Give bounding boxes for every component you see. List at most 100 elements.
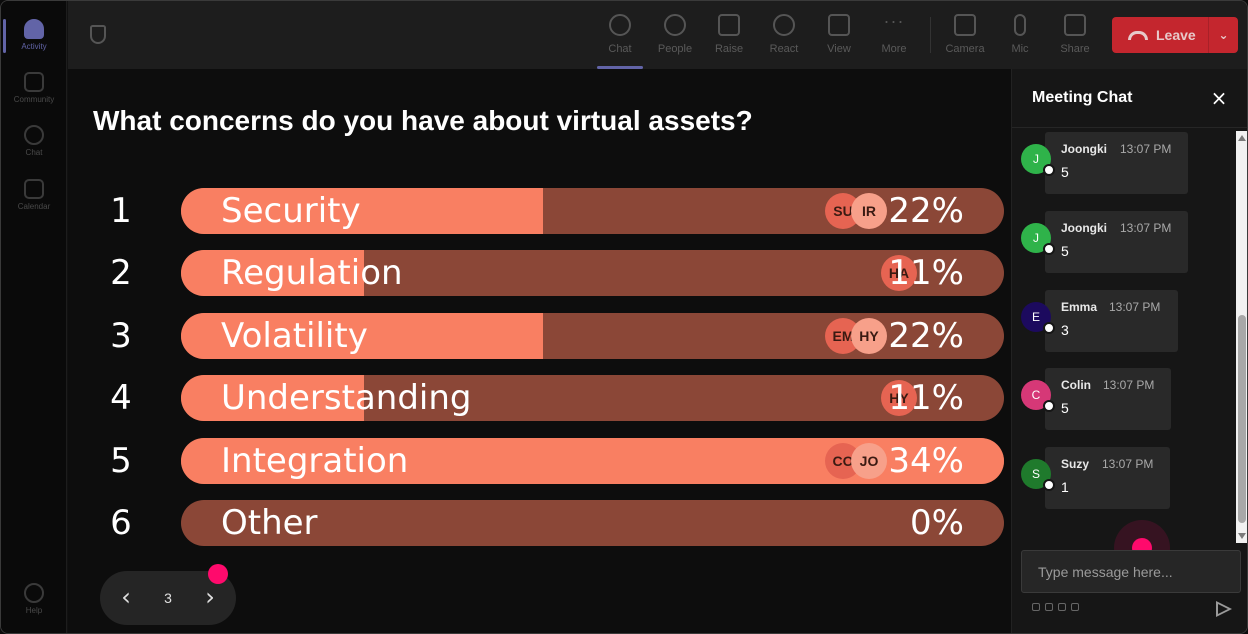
message-bubble[interactable]: Emma 13:07 PM 3 — [1045, 290, 1178, 352]
scroll-down-arrow-icon[interactable] — [1238, 533, 1246, 539]
poll-option-number: 6 — [110, 503, 132, 543]
rail-item-chat[interactable]: Chat — [1, 117, 67, 165]
more-button[interactable]: ··· More — [867, 9, 921, 63]
message-bubble[interactable]: Joongki 13:07 PM 5 — [1045, 211, 1188, 273]
raise-hand-button[interactable]: Raise — [702, 9, 756, 63]
app-rail: Activity Community Chat Calendar Help — [1, 1, 67, 633]
sender-name: Joongki — [1061, 142, 1108, 156]
message-timestamp: 13:07 PM — [1102, 457, 1154, 471]
chat-button-label: Chat — [608, 43, 632, 55]
emoji-icon[interactable] — [1058, 603, 1066, 611]
shield-icon[interactable] — [90, 25, 106, 44]
poll-bar-track: Regulation HA 11% — [181, 250, 1004, 296]
poll-option-label: Security — [221, 191, 361, 231]
attach-icon[interactable] — [1045, 603, 1053, 611]
poll-option-number: 3 — [110, 316, 132, 356]
poll-option-percent: 11% — [888, 378, 964, 418]
chat-message: Joongki 13:07 PM 5 J — [1020, 132, 1190, 196]
raise-button-label: Raise — [714, 43, 744, 55]
sender-name: Emma — [1061, 300, 1098, 314]
react-button[interactable]: React — [757, 9, 811, 63]
presence-status-icon — [1043, 164, 1055, 176]
mic-button[interactable]: Mic — [993, 9, 1047, 63]
poll-option-number: 1 — [110, 191, 132, 231]
poll-option-row: 3 Volatility EM HY 22% — [68, 313, 1011, 359]
poll-option-row: 6 Other 0% — [68, 500, 1011, 546]
presence-status-icon — [1043, 243, 1055, 255]
poll-option-percent: 34% — [888, 441, 964, 481]
view-button-label: View — [827, 43, 851, 55]
people-button[interactable]: People — [648, 9, 702, 63]
leave-button[interactable]: Leave ⌄ — [1112, 17, 1238, 53]
presence-status-icon — [1043, 400, 1055, 412]
poll-option-percent: 0% — [910, 503, 964, 543]
hand-icon — [718, 14, 740, 36]
chat-message: Joongki 13:07 PM 5 J — [1020, 211, 1190, 275]
chat-icon — [24, 125, 44, 145]
more-button-label: More — [881, 43, 907, 55]
message-bubble[interactable]: Suzy 13:07 PM 1 — [1045, 447, 1170, 509]
sender-name: Joongki — [1061, 221, 1108, 235]
poll-option-label: Regulation — [221, 253, 403, 293]
poll-bar-track: Other 0% — [181, 500, 1004, 546]
next-page-button[interactable]: › — [205, 583, 215, 611]
rail-item-help[interactable]: Help — [1, 575, 67, 623]
message-timestamp: 13:07 PM — [1103, 378, 1155, 392]
phone-hangup-icon — [1128, 30, 1148, 40]
scroll-up-arrow-icon[interactable] — [1238, 135, 1246, 141]
message-text: 5 — [1061, 243, 1069, 259]
chat-button[interactable]: Chat — [593, 9, 647, 69]
poll-question: What concerns do you have about virtual … — [93, 105, 753, 136]
chat-scrollbar[interactable] — [1236, 131, 1247, 543]
view-button[interactable]: View — [812, 9, 866, 63]
presence-status-icon — [1043, 322, 1055, 334]
poll-option-row: 5 Integration CO JO 34% — [68, 438, 1011, 484]
poll-option-label: Other — [221, 503, 318, 543]
share-button[interactable]: Share — [1048, 9, 1102, 63]
toolbar-divider — [930, 17, 931, 53]
poll-bar-fill — [181, 375, 364, 421]
prev-page-button[interactable]: ‹ — [121, 583, 131, 611]
presence-status-icon — [1043, 479, 1055, 491]
scrollbar-thumb[interactable] — [1238, 315, 1246, 523]
send-icon[interactable] — [1216, 601, 1232, 617]
message-text: 5 — [1061, 164, 1069, 180]
people-icon — [664, 14, 686, 36]
voter-avatar: HA — [881, 255, 917, 291]
poll-bar-fill — [181, 250, 364, 296]
poll-bar-track: Integration CO JO 34% — [181, 438, 1004, 484]
message-bubble[interactable]: Colin 13:07 PM 5 — [1045, 368, 1171, 430]
chevron-down-icon[interactable]: ⌄ — [1208, 17, 1238, 53]
message-input[interactable] — [1022, 551, 1240, 592]
poll-option-percent: 22% — [888, 316, 964, 356]
message-text: 1 — [1061, 479, 1069, 495]
close-icon[interactable]: × — [1210, 86, 1228, 110]
message-bubble[interactable]: Joongki 13:07 PM 5 — [1045, 132, 1188, 194]
poll-option-row: 4 Understanding HY 11% — [68, 375, 1011, 421]
voter-avatar: HY — [851, 318, 887, 354]
meeting-toolbar: Chat People Raise React View ··· More Ca… — [68, 1, 1247, 69]
message-compose-box[interactable] — [1021, 550, 1241, 593]
avatar[interactable]: J — [1021, 223, 1051, 253]
calendar-icon — [24, 179, 44, 199]
people-button-label: People — [657, 43, 693, 55]
rail-item-activity[interactable]: Activity — [1, 11, 67, 59]
voter-avatar: HY — [881, 380, 917, 416]
rail-item-community[interactable]: Community — [1, 64, 67, 112]
camera-button-label: Camera — [945, 43, 985, 55]
poll-option-percent: 11% — [888, 253, 964, 293]
poll-bar-fill — [181, 313, 543, 359]
poll-option-row: 2 Regulation HA 11% — [68, 250, 1011, 296]
gif-icon[interactable] — [1071, 603, 1079, 611]
share-button-label: Share — [1060, 43, 1090, 55]
compose-tools — [1032, 603, 1079, 611]
camera-button[interactable]: Camera — [938, 9, 992, 63]
share-screen-icon — [1064, 14, 1086, 36]
grid-icon — [828, 14, 850, 36]
sender-name: Colin — [1061, 378, 1091, 392]
format-icon[interactable] — [1032, 603, 1040, 611]
meeting-chat-panel: Meeting Chat × Joongki 13:07 PM 5 J Joongki 1… — [1011, 69, 1247, 633]
camera-off-icon — [954, 14, 976, 36]
rail-item-calendar[interactable]: Calendar — [1, 171, 67, 219]
poll-option-percent: 22% — [888, 191, 964, 231]
